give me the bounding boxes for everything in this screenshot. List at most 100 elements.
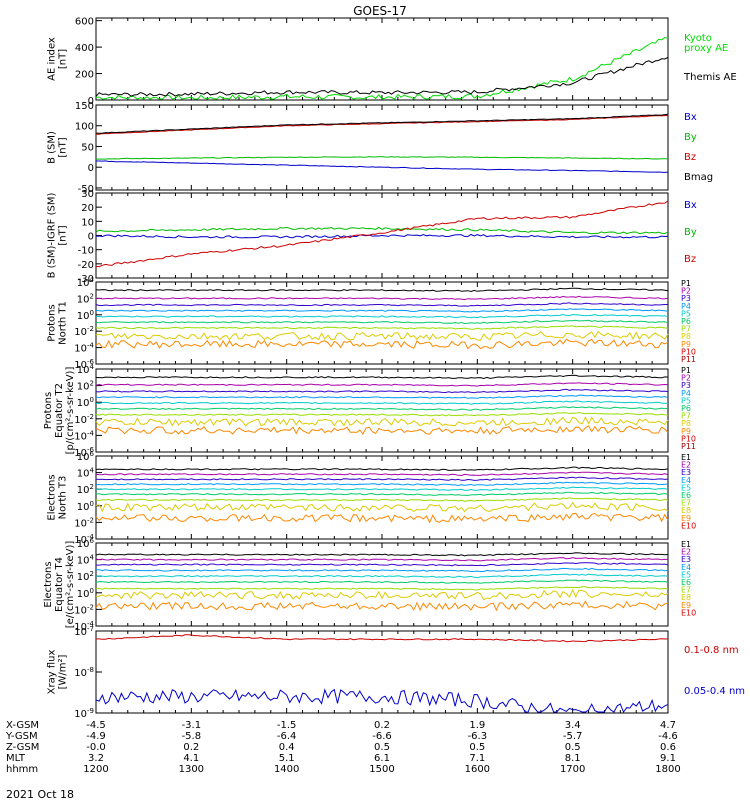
series-flux-4 xyxy=(96,481,669,487)
y-axis-label: Xray flux xyxy=(47,650,58,695)
series-flux-2 xyxy=(95,382,669,387)
legend-item: E3 xyxy=(681,555,691,564)
x-col-value: 0.5 xyxy=(374,742,390,753)
y-tick-label: 102 xyxy=(77,570,94,583)
series-flux-4 xyxy=(95,394,669,399)
x-col-value: -6.3 xyxy=(468,731,488,742)
series-flux-8 xyxy=(96,588,669,601)
series-bigrf-bx xyxy=(95,233,669,239)
panel-electrons-equator: 106 104 102 100 10-2 10-4 Electrons Equator T4[… xyxy=(43,537,696,633)
y-tick-label: 100 xyxy=(77,500,94,513)
panel-frame xyxy=(95,455,669,540)
x-row-label: X-GSM xyxy=(6,720,39,731)
series-bigrf-by xyxy=(95,226,669,235)
legend-item: P10 xyxy=(681,347,696,356)
y-axis-label: Equator T4 xyxy=(54,557,65,612)
y-axis-label: [nT] xyxy=(58,225,69,245)
series-xray-short xyxy=(95,688,669,714)
legend-item: P6 xyxy=(681,404,691,413)
x-col-value: 8.1 xyxy=(565,753,581,764)
legend-item: E2 xyxy=(681,548,691,557)
legend-item: Kyoto xyxy=(684,33,712,44)
y-tick-label: 10-6 xyxy=(74,358,94,371)
y-axis-label: AE index xyxy=(47,37,58,81)
series-flux-3 xyxy=(95,388,669,394)
legend-item: P9 xyxy=(681,340,691,349)
legend-item: E8 xyxy=(681,593,691,602)
series-flux-8 xyxy=(95,501,669,513)
series-bsm-bmag xyxy=(95,113,669,134)
y-tick-label: 100 xyxy=(77,396,94,409)
legend-item: Bx xyxy=(684,200,697,211)
series-flux-9 xyxy=(95,600,669,612)
x-col-value: -1.5 xyxy=(277,720,297,731)
x-col-value: 3.4 xyxy=(565,720,581,731)
y-tick-label: 10 xyxy=(81,217,94,228)
legend-item: P11 xyxy=(681,442,696,451)
y-tick-label: 10-2 xyxy=(74,603,94,616)
legend-item: E10 xyxy=(681,521,696,530)
legend-item: P5 xyxy=(681,309,691,318)
legend-item: P2 xyxy=(681,287,691,296)
legend-item: E2 xyxy=(681,461,691,470)
series-bsm-bz xyxy=(96,114,669,135)
x-col-value: 0.2 xyxy=(374,720,390,731)
x-col-value: 1500 xyxy=(369,764,394,775)
legend-item: E1 xyxy=(681,453,691,462)
y-tick-label: 10-4 xyxy=(74,342,94,355)
series-flux-7 xyxy=(95,411,669,417)
x-col-value: -4.9 xyxy=(86,731,106,742)
legend-item: E7 xyxy=(681,586,691,595)
y-tick-label: 10-7 xyxy=(74,625,94,638)
series-flux-2 xyxy=(95,557,669,562)
series-flux-5 xyxy=(95,314,669,319)
y-tick-label: 10-4 xyxy=(74,620,94,633)
legend-item: P2 xyxy=(681,374,691,383)
panel-frame xyxy=(95,368,669,453)
legend-item: E4 xyxy=(681,563,691,572)
y-tick-label: 10-8 xyxy=(74,666,94,679)
series-flux-5 xyxy=(95,486,669,491)
series-flux-1 xyxy=(95,287,669,293)
y-tick-label: -10 xyxy=(78,246,94,257)
series-flux-3 xyxy=(96,562,669,567)
x-col-value: 7.1 xyxy=(469,753,485,764)
series-themis-ae xyxy=(95,56,669,97)
x-row-label: MLT xyxy=(6,753,26,764)
y-axis-label: North T1 xyxy=(58,301,69,345)
legend-item: P3 xyxy=(681,294,691,303)
y-tick-label: 0 xyxy=(88,232,94,243)
legend-item: Themis AE xyxy=(683,72,737,83)
y-tick-label: 104 xyxy=(77,467,95,480)
x-col-value: 5.1 xyxy=(279,753,295,764)
y-tick-label: -50 xyxy=(78,184,94,195)
x-col-value: 1600 xyxy=(465,764,490,775)
x-row-label: Z-GSM xyxy=(6,742,39,753)
y-tick-label: 150 xyxy=(75,101,94,112)
y-tick-label: 0 xyxy=(88,96,94,107)
legend-item: Bz xyxy=(684,254,696,265)
panel-bigrf: 30 20 10 0 -10 -20 -30 B (SM)-IGRF (SM) [nT] Bx By… xyxy=(47,189,697,285)
y-tick-label: 104 xyxy=(77,363,95,376)
y-tick-label: 102 xyxy=(77,292,94,305)
series-flux-3 xyxy=(95,476,669,481)
legend-item: P4 xyxy=(681,389,691,398)
y-axis-label: North T3 xyxy=(58,476,69,520)
date-label: 2021 Oct 18 xyxy=(6,788,74,800)
y-axis-label: Protons xyxy=(47,304,58,341)
y-tick-label: 10-6 xyxy=(74,446,94,459)
panel-frame xyxy=(95,542,669,627)
y-tick-label: 30 xyxy=(81,189,94,200)
legend-item: E5 xyxy=(681,570,691,579)
legend-item: 0.05-0.4 nm xyxy=(684,686,745,697)
series-flux-4 xyxy=(95,308,669,313)
series-flux-9 xyxy=(95,338,669,350)
legend-item: E1 xyxy=(681,540,691,549)
panel-bsm: 150 100 50 0 -50 B (SM) [nT] Bx By Bz Bmag xyxy=(47,101,714,195)
legend-item: E6 xyxy=(681,491,691,500)
legend-item: P9 xyxy=(681,427,691,436)
legend-item: E8 xyxy=(681,506,691,515)
